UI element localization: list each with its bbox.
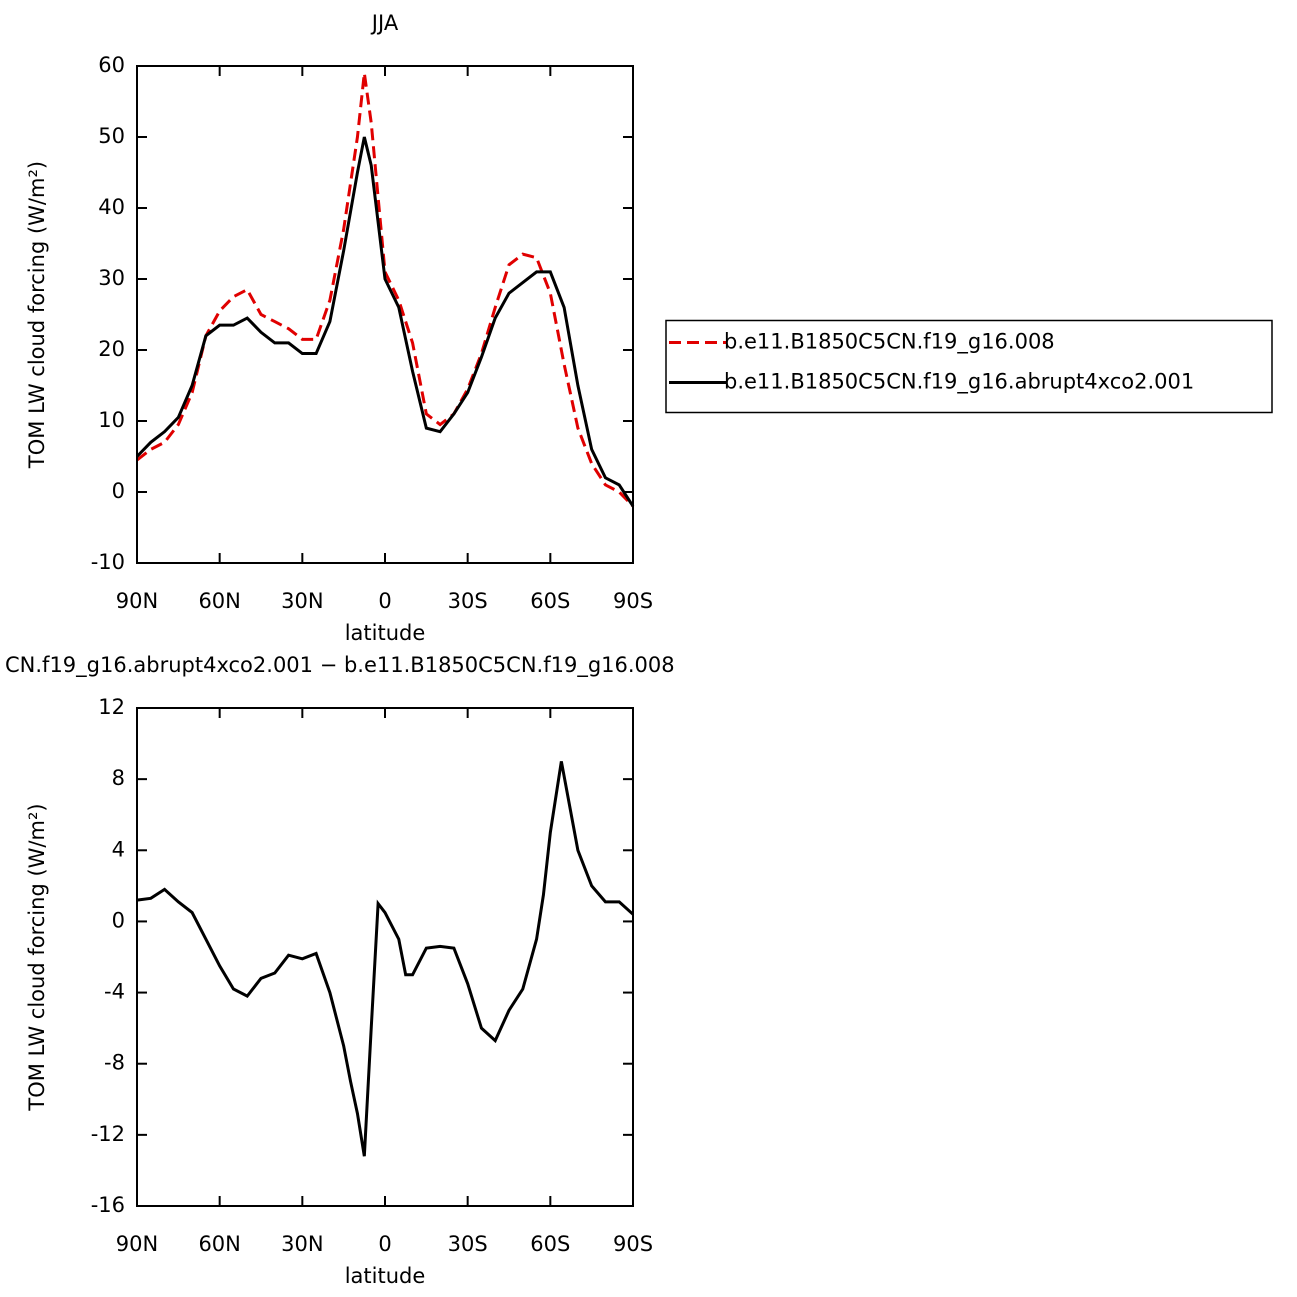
y-tick-label: 12 <box>98 695 125 719</box>
x-tick-label: 30S <box>448 589 488 613</box>
legend-box <box>665 319 1273 414</box>
legend-label: b.e11.B1850C5CN.f19_g16.abrupt4xco2.001 <box>724 370 1194 395</box>
data-line <box>135 136 635 508</box>
y-tick-label: 8 <box>112 766 125 790</box>
x-tick-label: 30N <box>281 1232 323 1256</box>
data-line <box>136 72 635 508</box>
x-tick-label: 90S <box>613 1232 653 1256</box>
x-tick-label: 30N <box>281 589 323 613</box>
x-tick-label: 60N <box>198 589 240 613</box>
y-tick-label: 4 <box>112 837 125 861</box>
x-axis-label: latitude <box>345 1264 426 1288</box>
data-line <box>136 761 635 1157</box>
y-axis-label: TOM LW cloud forcing (W/m²) <box>25 161 49 469</box>
y-tick-label: -4 <box>104 980 125 1004</box>
x-tick-label: 60S <box>530 1232 570 1256</box>
y-tick-label: 30 <box>98 266 125 290</box>
x-tick-label: 90N <box>116 589 158 613</box>
y-tick-label: -16 <box>91 1193 125 1217</box>
x-tick-label: 0 <box>378 589 391 613</box>
x-tick-label: 90S <box>613 589 653 613</box>
y-tick-label: -10 <box>91 550 125 574</box>
y-tick-label: 40 <box>98 195 125 219</box>
y-tick-label: 20 <box>98 337 125 361</box>
x-tick-label: 60S <box>530 589 570 613</box>
x-tick-label: 0 <box>378 1232 391 1256</box>
x-tick-label: 30S <box>448 1232 488 1256</box>
y-tick-label: -12 <box>91 1122 125 1146</box>
chart-title: CN.f19_g16.abrupt4xco2.001 − b.e11.B1850… <box>5 653 675 678</box>
x-tick-label: 90N <box>116 1232 158 1256</box>
x-axis-label: latitude <box>345 621 426 645</box>
y-tick-label: 10 <box>98 408 125 432</box>
legend-label: b.e11.B1850C5CN.f19_g16.008 <box>724 330 1055 355</box>
y-tick-label: 60 <box>98 53 125 77</box>
y-axis-label: TOM LW cloud forcing (W/m²) <box>25 803 49 1111</box>
y-tick-label: 0 <box>112 908 125 932</box>
chart-title: JJA <box>370 11 399 35</box>
plot-frame <box>136 707 634 1207</box>
plot-frame <box>136 65 634 564</box>
y-tick-label: -8 <box>104 1051 125 1075</box>
y-tick-label: 50 <box>98 124 125 148</box>
x-tick-label: 60N <box>198 1232 240 1256</box>
y-tick-label: 0 <box>112 479 125 503</box>
